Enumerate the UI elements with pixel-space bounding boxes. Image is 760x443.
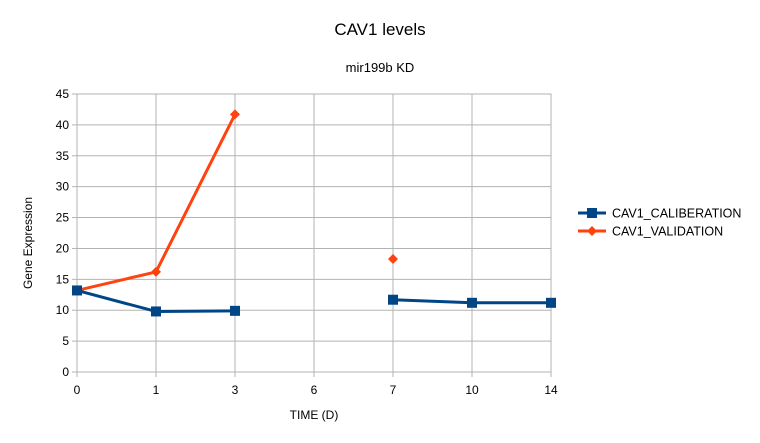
- y-tick-label: 35: [56, 149, 70, 163]
- x-tick-label: 10: [465, 383, 479, 397]
- x-axis-ticks: 0 1 3 6 7 10 14: [74, 372, 558, 397]
- legend-marker: [587, 226, 597, 236]
- legend-item: CAV1_CALIBERATION: [578, 207, 741, 221]
- legend-label: CAV1_CALIBERATION: [612, 207, 741, 221]
- y-tick-label: 10: [56, 303, 70, 317]
- y-tick-label: 20: [56, 241, 70, 255]
- data-point: [467, 297, 477, 308]
- legend-item: CAV1_VALIDATION: [578, 225, 723, 239]
- x-tick-label: 6: [311, 383, 318, 397]
- y-tick-label: 15: [56, 272, 70, 286]
- data-point: [388, 294, 398, 305]
- y-tick-label: 25: [56, 211, 70, 225]
- x-tick-label: 14: [544, 383, 558, 397]
- y-tick-label: 40: [56, 118, 70, 132]
- data-point: [388, 253, 398, 264]
- data-point: [151, 266, 161, 277]
- data-point: [151, 306, 161, 317]
- x-axis-title: TIME (D): [290, 408, 339, 422]
- y-axis-title: Gene Expression: [21, 197, 35, 289]
- y-tick-label: 45: [56, 87, 70, 101]
- data-point: [230, 109, 240, 120]
- legend-label: CAV1_VALIDATION: [612, 225, 723, 239]
- x-tick-label: 1: [153, 383, 160, 397]
- y-tick-label: 30: [56, 180, 70, 194]
- y-tick-label: 0: [62, 365, 69, 379]
- gridlines: [76, 93, 552, 373]
- x-tick-label: 3: [232, 383, 239, 397]
- data-point: [546, 297, 556, 308]
- x-tick-label: 0: [74, 383, 81, 397]
- legend: CAV1_CALIBERATION CAV1_VALIDATION: [578, 207, 741, 239]
- series: [72, 109, 556, 317]
- data-point: [230, 305, 240, 316]
- y-tick-label: 5: [62, 334, 69, 348]
- data-point: [72, 285, 82, 296]
- legend-marker: [587, 208, 597, 218]
- chart-title: CAV1 levels: [334, 20, 425, 39]
- chart-subtitle: mir199b KD: [346, 60, 415, 75]
- y-axis-ticks: 0 5 10 15 20 25 30 35 40 45: [56, 87, 77, 379]
- x-tick-label: 7: [390, 383, 397, 397]
- series-cav1-caliberation: [72, 285, 556, 317]
